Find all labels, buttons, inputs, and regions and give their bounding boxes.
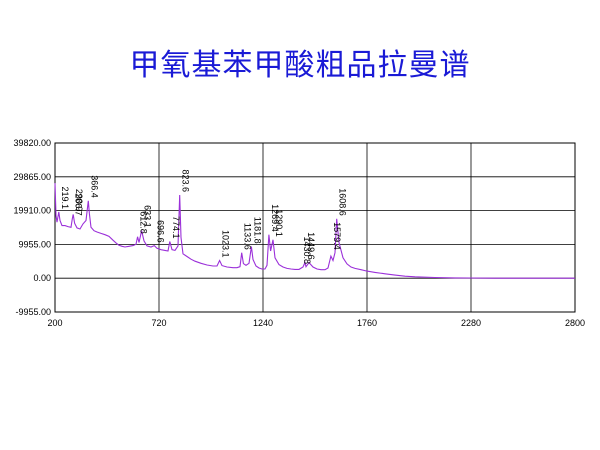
peak-label: 286.7: [73, 193, 83, 216]
y-tick-label: -9955.00: [15, 307, 51, 317]
peak-label: 1579.4: [332, 222, 342, 250]
peak-label: 1290.1: [274, 209, 284, 237]
x-axis: 200 720 1240 1760 2280 2800: [47, 318, 585, 328]
y-tick-label: 0.00: [33, 273, 51, 283]
peak-label: 366.4: [89, 175, 99, 198]
peak-label: 219.1: [60, 186, 70, 209]
x-tick-label: 1240: [253, 318, 273, 328]
spectrum-line: [54, 183, 575, 279]
peak-label: 823.6: [181, 169, 191, 192]
y-axis: 39820.00 29865.00 19910.00 9955.00 0.00 -9955…: [13, 138, 51, 317]
peak-label: 774.1: [171, 216, 181, 239]
y-tick-label: 9955.00: [18, 239, 51, 249]
chart-title: 甲氧基苯甲酸粗品拉曼谱: [129, 48, 471, 83]
y-tick-label: 29865.00: [13, 172, 51, 182]
x-tick-label: 2280: [461, 318, 481, 328]
plot-frame: [54, 142, 576, 313]
y-tick-label: 39820.00: [13, 138, 51, 148]
grid-lines: [55, 143, 575, 312]
peak-label: 696.6: [155, 220, 165, 243]
peak-label: 612.8: [139, 211, 149, 234]
x-tick-label: 720: [151, 318, 166, 328]
peak-label: 1023.1: [221, 230, 231, 258]
peak-label: 1608.6: [338, 188, 348, 216]
peak-label: 1269.4: [270, 204, 280, 232]
peak-label: 290.9: [74, 189, 84, 212]
peak-label: 633.1: [143, 205, 153, 228]
x-tick-label: 2800: [565, 318, 585, 328]
peak-label: 1133.6: [243, 223, 253, 250]
peak-label: 1449.6: [306, 232, 316, 260]
y-tick-label: 19910.00: [13, 206, 51, 216]
x-tick-label: 200: [47, 318, 62, 328]
peak-label: 1181.8: [252, 217, 262, 244]
peak-label: 1430.8: [302, 236, 312, 264]
x-tick-label: 1760: [357, 318, 377, 328]
